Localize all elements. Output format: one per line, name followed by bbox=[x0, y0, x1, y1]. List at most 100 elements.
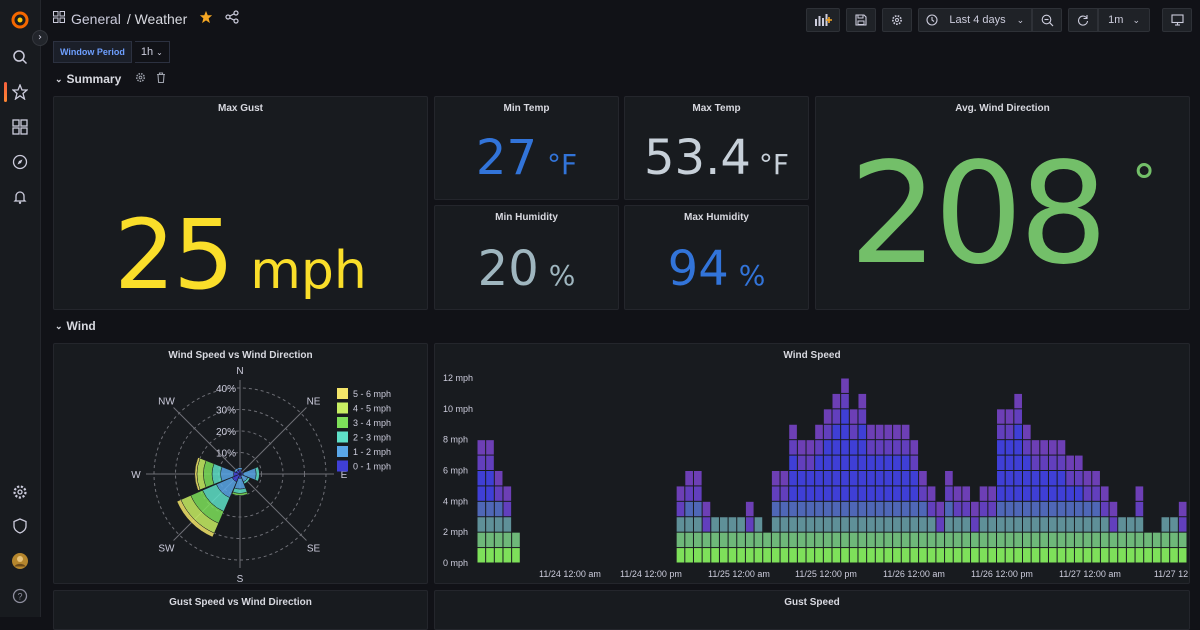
save-dashboard-button[interactable] bbox=[846, 8, 877, 32]
tv-mode-button[interactable] bbox=[1162, 8, 1192, 32]
heatmap-cell bbox=[823, 424, 832, 440]
rose-wedge bbox=[211, 463, 223, 485]
favorite-star-icon[interactable] bbox=[199, 10, 213, 28]
heatmap-cell bbox=[858, 393, 867, 409]
panel-min-temp[interactable]: Min Temp 27 °F bbox=[434, 96, 619, 200]
chevron-down-icon: ⌄ bbox=[1016, 14, 1025, 25]
time-range-picker[interactable]: Last 4 days ⌄ bbox=[918, 8, 1033, 32]
heatmap-cell bbox=[997, 517, 1005, 532]
heatmap-cell bbox=[841, 378, 849, 393]
window-period-select[interactable]: 1h ⌄ bbox=[134, 41, 170, 63]
heatmap-cell bbox=[1066, 548, 1074, 563]
heatmap-cell bbox=[875, 517, 884, 532]
server-admin-shield-icon[interactable] bbox=[10, 516, 30, 536]
heatmap-cell bbox=[737, 517, 745, 532]
heatmap-cell bbox=[997, 486, 1005, 501]
heatmap-cell bbox=[745, 501, 754, 517]
heatmap-cell bbox=[719, 517, 728, 532]
rose-direction-label: E bbox=[341, 470, 348, 481]
expand-nav-chevron-icon[interactable]: › bbox=[32, 30, 48, 46]
stat-value: 94 bbox=[667, 241, 729, 297]
dashboards-icon[interactable] bbox=[10, 117, 30, 137]
starred-icon[interactable] bbox=[10, 82, 30, 102]
heatmap-cell bbox=[815, 548, 823, 563]
heatmap-cell bbox=[789, 424, 797, 440]
rose-spoke bbox=[239, 473, 307, 541]
heatmap-cell bbox=[797, 440, 806, 455]
heatmap-cell bbox=[953, 501, 962, 517]
heatmap-cell bbox=[1040, 548, 1048, 563]
panel-gust-rose[interactable]: Gust Speed vs Wind Direction bbox=[53, 590, 428, 630]
panel-max-temp[interactable]: Max Temp 53.4 °F bbox=[624, 96, 809, 200]
panel-wind-rose[interactable]: Wind Speed vs Wind Direction N NE E SE S SW W N… bbox=[53, 343, 428, 584]
panel-wind-speed[interactable]: Wind Speed 0 mph 2 mph 4 mph 6 mph 8 mph 10 m… bbox=[434, 343, 1190, 584]
panel-max-humidity[interactable]: Max Humidity 94% bbox=[624, 205, 809, 310]
refresh-button[interactable] bbox=[1068, 8, 1099, 32]
wind-rose-chart: N NE E SE S SW W NW 10% 20% 30% 40% 5 - 6 mph 4 - 5 … bbox=[131, 366, 391, 583]
heatmap-cell bbox=[1005, 532, 1014, 548]
user-avatar[interactable] bbox=[10, 551, 30, 571]
grafana-logo-icon[interactable] bbox=[10, 10, 30, 30]
panel-title: Avg. Wind Direction bbox=[955, 103, 1050, 114]
svg-text:?: ? bbox=[17, 592, 22, 602]
row-wind[interactable]: ⌄ Wind bbox=[55, 319, 96, 333]
panel-avg-wind-direction[interactable]: Avg. Wind Direction 208 ° bbox=[815, 96, 1190, 310]
heatmap-cell bbox=[1005, 440, 1014, 455]
search-icon[interactable] bbox=[10, 47, 30, 67]
heatmap-cell bbox=[780, 501, 789, 517]
heatmap-cell bbox=[875, 455, 884, 470]
stat-unit: °F bbox=[758, 148, 789, 181]
heatmap-cell bbox=[1152, 548, 1161, 563]
heatmap-cell bbox=[771, 517, 780, 532]
heatmap-cell bbox=[823, 486, 832, 501]
heatmap-cell bbox=[1048, 517, 1057, 532]
panel-max-gust[interactable]: Max Gust 25 mph bbox=[53, 96, 428, 310]
rose-wedge bbox=[231, 491, 249, 496]
share-icon[interactable] bbox=[225, 10, 239, 28]
help-icon[interactable]: ? bbox=[10, 586, 30, 606]
zoom-out-button[interactable] bbox=[1032, 8, 1063, 32]
heatmap-cell bbox=[1074, 501, 1083, 517]
heatmap-cell bbox=[1118, 517, 1126, 532]
stat-value: 208 bbox=[848, 133, 1108, 296]
heatmap-cell bbox=[971, 532, 979, 548]
heatmap-y-tick: 6 mph bbox=[443, 466, 468, 476]
breadcrumb-folder[interactable]: General bbox=[71, 11, 121, 27]
rose-legend-label: 5 - 6 mph bbox=[353, 389, 391, 399]
heatmap-cell bbox=[1040, 455, 1048, 470]
heatmap-cell bbox=[503, 486, 512, 501]
heatmap-cell bbox=[789, 471, 797, 486]
heatmap-cell bbox=[936, 532, 945, 548]
add-panel-button[interactable] bbox=[806, 8, 841, 32]
dashboard-settings-button[interactable] bbox=[882, 8, 913, 32]
heatmap-cell bbox=[919, 532, 927, 548]
heatmap-cell bbox=[841, 409, 849, 424]
heatmap-cell bbox=[1057, 471, 1066, 486]
heatmap-cell bbox=[997, 548, 1005, 563]
heatmap-cell bbox=[815, 532, 823, 548]
row-delete-trash-icon[interactable] bbox=[156, 72, 166, 86]
heatmap-y-tick: 8 mph bbox=[443, 435, 468, 445]
heatmap-cell bbox=[702, 501, 711, 517]
heatmap-cell bbox=[1170, 517, 1178, 532]
panel-gust-speed[interactable]: Gust Speed bbox=[434, 590, 1190, 630]
panel-min-humidity[interactable]: Min Humidity 20% bbox=[434, 205, 619, 310]
panel-title: Min Temp bbox=[503, 103, 550, 114]
heatmap-cell bbox=[763, 532, 771, 548]
heatmap-cell bbox=[832, 393, 841, 409]
heatmap-cell bbox=[919, 517, 927, 532]
panel-title: Min Humidity bbox=[495, 212, 558, 223]
refresh-interval-picker[interactable]: 1m ⌄ bbox=[1098, 8, 1150, 32]
breadcrumb-dashboard-title[interactable]: / Weather bbox=[126, 11, 188, 27]
explore-compass-icon[interactable] bbox=[10, 152, 30, 172]
row-summary-title: Summary bbox=[66, 72, 122, 86]
heatmap-cell bbox=[477, 501, 486, 517]
heatmap-cell bbox=[997, 424, 1005, 440]
configuration-gear-icon[interactable] bbox=[10, 482, 30, 502]
heatmap-cell bbox=[867, 424, 875, 440]
row-settings-gear-icon[interactable] bbox=[135, 72, 146, 86]
alerting-bell-icon[interactable] bbox=[10, 187, 30, 207]
heatmap-cell bbox=[1126, 517, 1135, 532]
heatmap-cell bbox=[841, 532, 849, 548]
row-summary[interactable]: ⌄ Summary bbox=[55, 72, 166, 86]
